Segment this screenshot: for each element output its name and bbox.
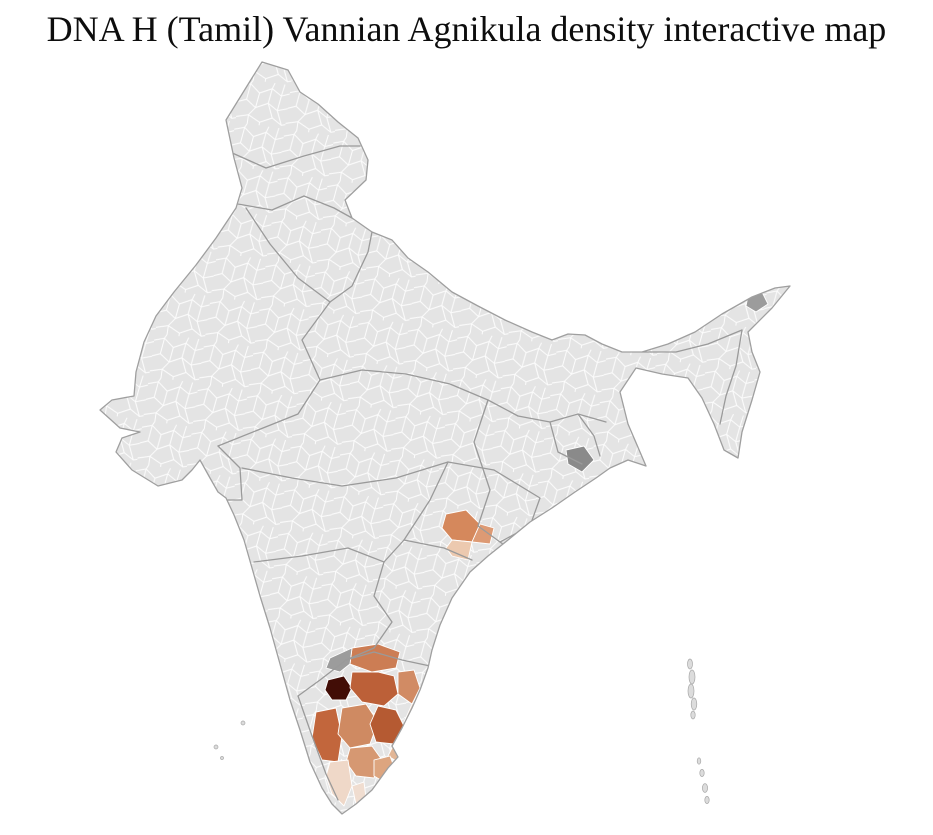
district-highlight[interactable] (349, 671, 399, 707)
andaman-nicobar-islands (687, 658, 710, 804)
district-highlight[interactable] (471, 523, 495, 545)
district-highlight[interactable] (325, 759, 353, 807)
district-highlight[interactable] (397, 669, 421, 705)
lakshadweep-islands (213, 720, 246, 760)
page-title: DNA H (Tamil) Vannian Agnikula density i… (46, 9, 887, 49)
district-highlight-max[interactable] (324, 675, 353, 701)
district-highlight[interactable] (337, 703, 379, 749)
district-gray[interactable] (565, 445, 595, 473)
density-districts[interactable] (311, 509, 495, 807)
country-base (100, 62, 790, 814)
district-highlight[interactable] (445, 539, 473, 561)
district-gray[interactable] (325, 647, 353, 673)
